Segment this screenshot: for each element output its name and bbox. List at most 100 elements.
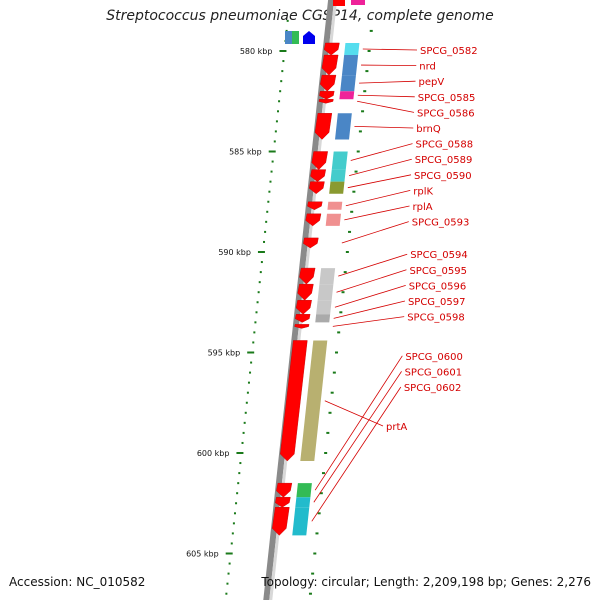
gene-label[interactable]: SPCG_0598 <box>407 313 465 324</box>
gene-label[interactable]: SPCG_0602 <box>404 383 462 394</box>
minor-tick <box>281 70 284 73</box>
gene-arrow[interactable] <box>297 283 314 301</box>
gene-label[interactable]: SPCG_0589 <box>415 155 473 166</box>
label-leader <box>345 190 411 207</box>
gene-label[interactable]: SPCG_0593 <box>412 218 470 229</box>
label-leader <box>334 285 406 308</box>
gene-label[interactable]: brnQ <box>416 124 441 135</box>
gene-label[interactable]: SPCG_0588 <box>416 140 474 151</box>
label-leader <box>332 316 405 327</box>
gene-label[interactable]: SPCG_0600 <box>405 352 463 363</box>
ruler-label: 590 kbp <box>218 248 251 257</box>
label-leader <box>350 143 413 161</box>
gene-arrow[interactable] <box>319 90 335 100</box>
gene-label[interactable]: prtA <box>386 422 407 433</box>
annotation-block <box>330 169 346 182</box>
gene-label[interactable]: SPCG_0594 <box>410 250 468 261</box>
gene-arrow[interactable] <box>314 113 333 140</box>
minor-tick <box>267 200 270 203</box>
gene-label[interactable]: SPCG_0596 <box>409 281 467 292</box>
gene-arrow[interactable] <box>303 31 315 44</box>
minor-tick <box>255 311 258 314</box>
minor-tick <box>238 472 241 475</box>
gene-label[interactable]: SPCG_0595 <box>409 266 467 277</box>
gene-arrow[interactable] <box>321 54 339 76</box>
gene-label[interactable]: SPCG_0597 <box>408 297 466 308</box>
gene-arrow[interactable] <box>311 151 328 170</box>
annotation-block <box>341 55 359 76</box>
inner-tick <box>337 331 341 334</box>
gene-arrow[interactable] <box>303 237 319 249</box>
label-leader <box>361 64 417 66</box>
gene-arrow[interactable] <box>310 169 327 182</box>
gene-arrow[interactable] <box>295 300 312 315</box>
annotation-block <box>335 113 352 140</box>
label-leader <box>357 100 415 113</box>
gene-arrow[interactable] <box>294 324 310 329</box>
minor-tick <box>263 240 266 243</box>
minor-tick <box>230 542 233 545</box>
gene-label[interactable]: SPCG_0586 <box>417 108 475 119</box>
gene-label[interactable]: SPCG_0601 <box>405 367 463 378</box>
minor-tick <box>282 60 285 63</box>
minor-tick <box>275 120 278 123</box>
label-leader <box>357 94 415 98</box>
minor-tick <box>235 502 238 505</box>
gene-label[interactable]: SPCG_0585 <box>418 93 476 104</box>
gene-arrow[interactable] <box>318 99 334 104</box>
gene-arrow[interactable] <box>305 213 322 227</box>
label-leader <box>354 125 414 129</box>
accession-text: Accession: NC_010582 <box>9 575 146 589</box>
gene-label[interactable]: SPCG_0582 <box>420 46 478 57</box>
gene-arrow[interactable] <box>308 181 325 194</box>
gene-label[interactable]: nrd <box>419 62 436 73</box>
gene-arrow[interactable] <box>299 267 316 285</box>
inner-tick <box>317 512 321 515</box>
annotation-block <box>295 497 311 508</box>
gene-arrow[interactable] <box>272 507 290 536</box>
gene-arrow[interactable] <box>307 201 323 211</box>
inner-tick <box>358 130 362 133</box>
gene-arrow[interactable] <box>280 340 308 462</box>
minor-tick <box>277 110 280 113</box>
minor-tick <box>225 592 228 595</box>
annotation-block <box>316 300 332 315</box>
annotation-block <box>292 507 310 536</box>
label-leader <box>333 300 406 319</box>
inner-tick <box>319 492 323 495</box>
annotation-block <box>351 0 365 5</box>
gene-label[interactable]: pepV <box>419 77 445 88</box>
label-leader <box>336 269 407 293</box>
minor-tick <box>242 431 245 434</box>
inner-tick <box>341 291 345 294</box>
gene-arrow[interactable] <box>275 497 291 508</box>
upstream-features <box>285 0 365 44</box>
annotation-block <box>325 213 341 226</box>
gene-label[interactable]: SPCG_0590 <box>414 171 472 182</box>
inner-tick <box>326 431 330 434</box>
gene-arrow[interactable] <box>320 74 337 92</box>
gene-block[interactable] <box>333 0 345 6</box>
ruler-label: 585 kbp <box>229 148 262 157</box>
ruler-label: 595 kbp <box>208 349 241 358</box>
major-tick <box>236 452 244 454</box>
inner-tick <box>348 230 352 233</box>
gene-label[interactable]: rplK <box>413 186 433 197</box>
minor-tick <box>273 140 276 143</box>
inner-tick <box>335 351 339 354</box>
gene-track <box>272 42 340 536</box>
gene-label[interactable]: rplA <box>413 202 433 213</box>
label-leader <box>362 48 418 51</box>
minor-tick <box>239 462 242 465</box>
label-leader <box>347 174 412 189</box>
major-tick <box>247 351 255 354</box>
gene-arrow[interactable] <box>276 482 293 498</box>
gene-arrow[interactable] <box>323 42 340 56</box>
inner-tick <box>350 210 354 213</box>
annotation-block <box>285 31 292 44</box>
gene-arrow[interactable] <box>295 314 311 323</box>
minor-tick <box>231 532 234 535</box>
minor-tick <box>278 100 281 103</box>
